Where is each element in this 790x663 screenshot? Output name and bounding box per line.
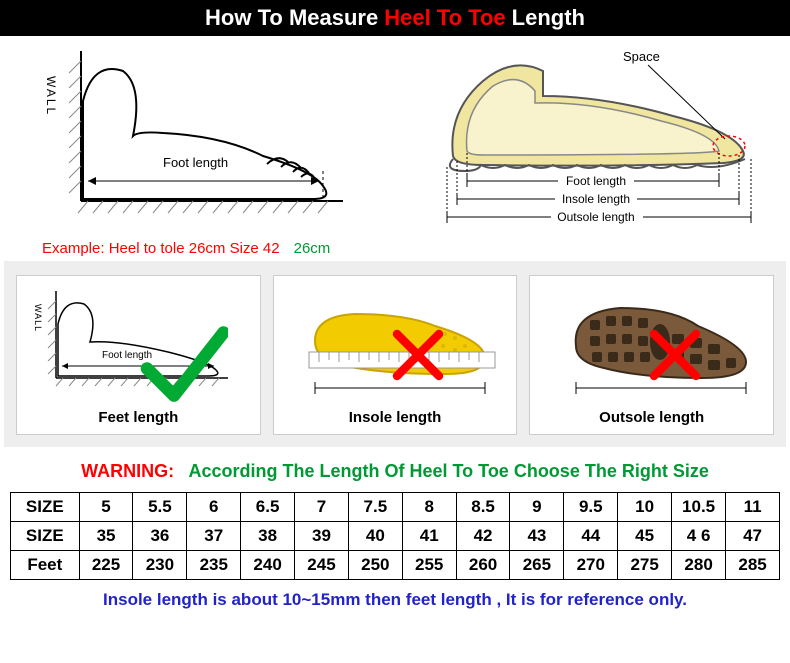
method-outsole-svg <box>542 286 762 401</box>
table-cell: 235 <box>187 551 241 580</box>
bracket-insole-length: Insole length <box>561 192 629 206</box>
table-cell: 11 <box>726 493 780 522</box>
title-part2: Heel To Toe <box>384 5 505 31</box>
table-cell: 7 <box>295 493 349 522</box>
example-prefix: Example: Heel to tole 26cm Size 42 <box>42 240 280 257</box>
foot-length-label: Foot length <box>163 155 228 170</box>
space-label: Space <box>623 49 660 64</box>
warning-text: According The Length Of Heel To Toe Choo… <box>188 461 708 481</box>
table-cell: 4 6 <box>672 522 726 551</box>
table-cell: 43 <box>510 522 564 551</box>
table-cell: 6.5 <box>241 493 295 522</box>
table-cell: 42 <box>456 522 510 551</box>
table-row-header: SIZE <box>11 493 80 522</box>
foot-wall-svg: Foot length WALL <box>33 41 363 231</box>
table-cell: 36 <box>133 522 187 551</box>
table-cell: 265 <box>510 551 564 580</box>
table-cell: 260 <box>456 551 510 580</box>
table-cell: 40 <box>348 522 402 551</box>
method-card-outsole: Outsole length <box>529 275 774 435</box>
table-cell: 9 <box>510 493 564 522</box>
diagram-shoe-section: Space Foot length Insole length <box>395 36 790 236</box>
table-cell: 240 <box>241 551 295 580</box>
table-cell: 38 <box>241 522 295 551</box>
table-cell: 35 <box>79 522 133 551</box>
table-cell: 5.5 <box>133 493 187 522</box>
method-feet-inner-label: Foot length <box>102 350 152 361</box>
table-cell: 8 <box>402 493 456 522</box>
method-feet-svg: Foot length WALL <box>28 286 248 401</box>
table-cell: 8.5 <box>456 493 510 522</box>
table-cell: 10.5 <box>672 493 726 522</box>
example-value: 26cm <box>294 240 331 257</box>
table-cell: 5 <box>79 493 133 522</box>
table-cell: 45 <box>618 522 672 551</box>
table-cell: 7.5 <box>348 493 402 522</box>
table-cell: 250 <box>348 551 402 580</box>
table-cell: 275 <box>618 551 672 580</box>
note-line: Insole length is about 10~15mm then feet… <box>0 580 790 610</box>
method-feet-label: Feet length <box>98 409 178 426</box>
warning-prefix: WARNING: <box>81 461 174 481</box>
table-row: Feet225230235240245250255260265270275280… <box>11 551 780 580</box>
size-table: SIZE55.566.577.588.599.51010.511SIZE3536… <box>10 492 780 580</box>
table-cell: 230 <box>133 551 187 580</box>
table-cell: 47 <box>726 522 780 551</box>
table-cell: 9.5 <box>564 493 618 522</box>
table-cell: 245 <box>295 551 349 580</box>
example-line: Example: Heel to tole 26cm Size 42 26cm <box>0 236 790 261</box>
method-outsole-label: Outsole length <box>599 409 704 426</box>
table-cell: 280 <box>672 551 726 580</box>
warning-line: WARNING: According The Length Of Heel To… <box>0 447 790 492</box>
bracket-foot-length: Foot length <box>565 174 625 188</box>
methods-row: Foot length WALL Feet length <box>4 261 786 447</box>
table-cell: 10 <box>618 493 672 522</box>
diagram-foot-wall: Foot length WALL <box>0 36 395 236</box>
wall-label: WALL <box>44 76 58 116</box>
table-cell: 225 <box>79 551 133 580</box>
table-row: SIZE55.566.577.588.599.51010.511 <box>11 493 780 522</box>
method-feet-wall-label: WALL <box>33 304 43 332</box>
title-part3: Length <box>512 5 585 31</box>
bracket-outsole-length: Outsole length <box>557 210 634 224</box>
method-card-feet: Foot length WALL Feet length <box>16 275 261 435</box>
table-row: SIZE35363738394041424344454 647 <box>11 522 780 551</box>
shoe-section-svg: Space Foot length Insole length <box>423 41 763 231</box>
table-cell: 270 <box>564 551 618 580</box>
method-card-insole: Insole length <box>273 275 518 435</box>
table-cell: 255 <box>402 551 456 580</box>
table-cell: 41 <box>402 522 456 551</box>
table-cell: 37 <box>187 522 241 551</box>
method-insole-label: Insole length <box>349 409 442 426</box>
table-cell: 6 <box>187 493 241 522</box>
table-cell: 285 <box>726 551 780 580</box>
top-diagrams: Foot length WALL Space Foot len <box>0 36 790 236</box>
table-cell: 39 <box>295 522 349 551</box>
table-row-header: SIZE <box>11 522 80 551</box>
table-row-header: Feet <box>11 551 80 580</box>
method-insole-svg <box>285 286 505 401</box>
title-bar: How To Measure Heel To Toe Length <box>0 0 790 36</box>
title-part1: How To Measure <box>205 5 378 31</box>
table-cell: 44 <box>564 522 618 551</box>
